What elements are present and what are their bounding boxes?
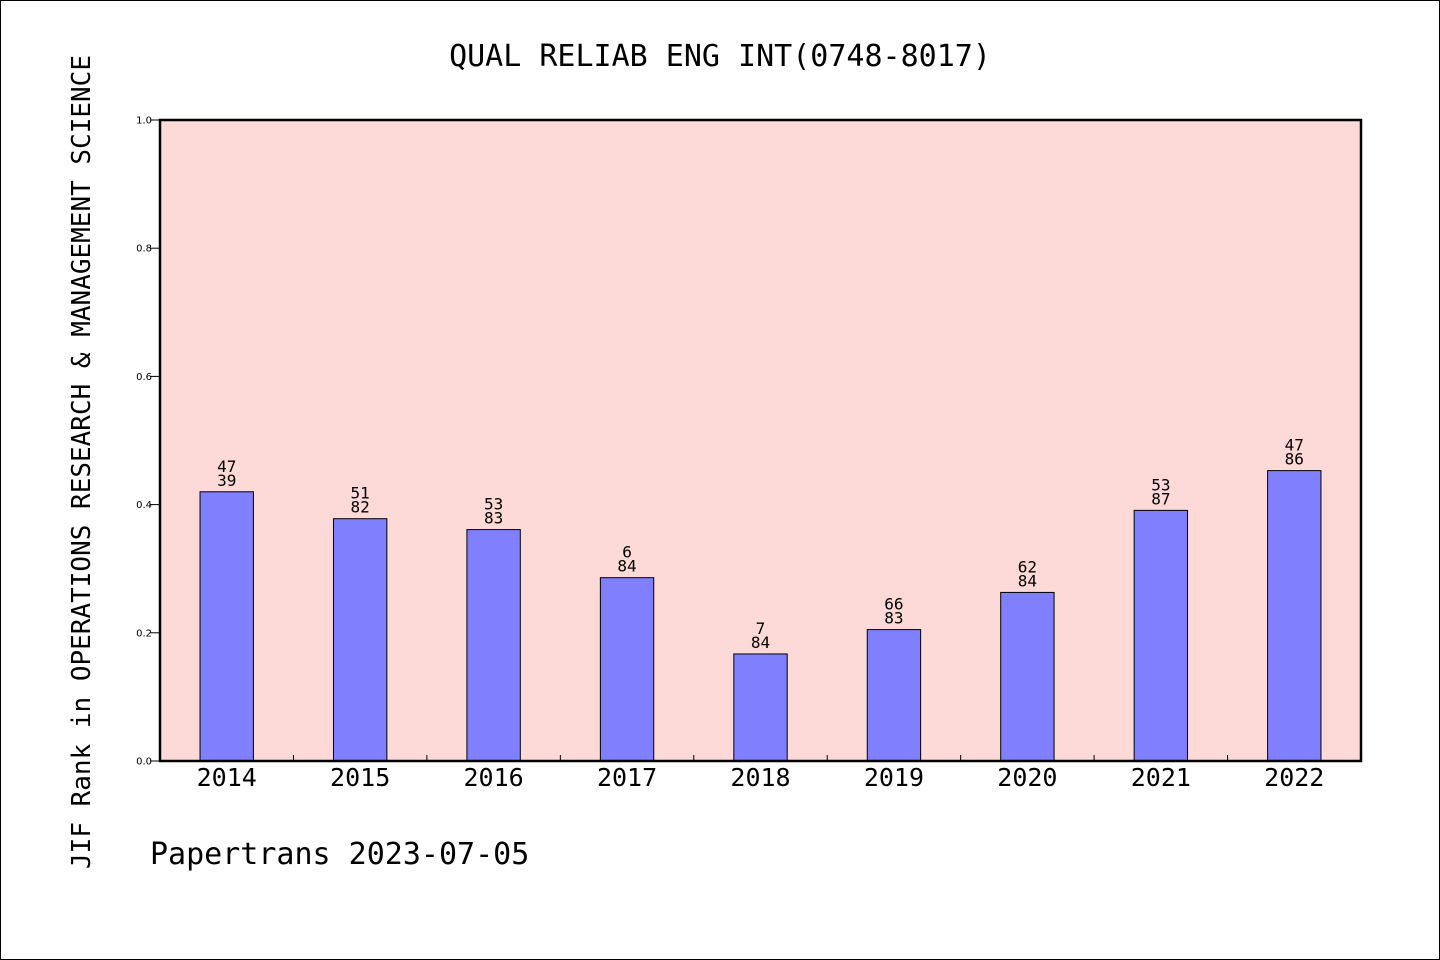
footer-credit: Papertrans 2023-07-05: [150, 837, 529, 872]
bar-data-label: 7: [756, 619, 766, 638]
bar-data-label: 84: [1018, 571, 1037, 590]
bar: [466, 529, 521, 762]
x-tick-label: 2017: [597, 763, 657, 792]
x-tick-label: 2022: [1264, 763, 1324, 792]
bar-data-label: 86: [1285, 450, 1304, 469]
bar-data-label: 82: [351, 498, 370, 517]
y-axis: 0.0 0.2 0.4 0.6 0.8 1.0: [136, 116, 160, 768]
x-tick-label: 2016: [464, 763, 524, 792]
bar-data-label: 83: [884, 609, 903, 628]
x-tick-label: 2019: [864, 763, 924, 792]
x-tick-label: 2015: [330, 763, 390, 792]
bar-data-label: 62: [1018, 557, 1037, 576]
y-axis-label: JIF Rank in OPERATIONS RESEARCH & MANAGE…: [67, 55, 97, 869]
y-tick-label: 0.8: [136, 244, 152, 255]
x-axis: 2014 2015 2016 2017 2018 2019 2020 2021 2022: [197, 755, 1324, 792]
bar-data-label: 84: [617, 557, 636, 576]
bar-data-label: 39: [217, 471, 236, 490]
bar-data-label: 66: [884, 595, 903, 614]
y-tick-label: 0.2: [136, 628, 152, 639]
bar: [1133, 509, 1189, 762]
x-tick-label: 2018: [730, 763, 790, 792]
bar: [332, 518, 388, 762]
bar-data-label: 87: [1151, 489, 1170, 508]
bar-data-label: 47: [1285, 436, 1304, 455]
bar: [1267, 470, 1322, 762]
bar-data-label: 83: [484, 509, 503, 528]
bar: [866, 629, 922, 762]
bar-data-label: 6: [622, 543, 632, 562]
bar-data-label: 84: [751, 633, 770, 652]
y-tick-label: 1.0: [136, 116, 152, 127]
bar: [199, 491, 254, 762]
y-tick-label: 0.4: [136, 500, 152, 511]
y-tick-label: 0.0: [136, 757, 152, 768]
bar: [1000, 591, 1055, 762]
x-tick-label: 2020: [997, 763, 1057, 792]
plot-border: [158, 118, 1363, 763]
x-tick-label: 2014: [197, 763, 257, 792]
x-tick-label: 2021: [1131, 763, 1191, 792]
bar-data-label: 53: [484, 495, 503, 514]
bars: [199, 470, 1322, 762]
y-tick-label: 0.6: [136, 372, 152, 383]
bar-data-label: 47: [217, 457, 236, 476]
bar-data-label: 51: [351, 484, 370, 503]
bar: [733, 653, 788, 762]
bar-data-label: 53: [1151, 475, 1170, 494]
chart-title: QUAL RELIAB ENG INT(0748-8017): [449, 39, 991, 74]
bar: [599, 577, 655, 762]
